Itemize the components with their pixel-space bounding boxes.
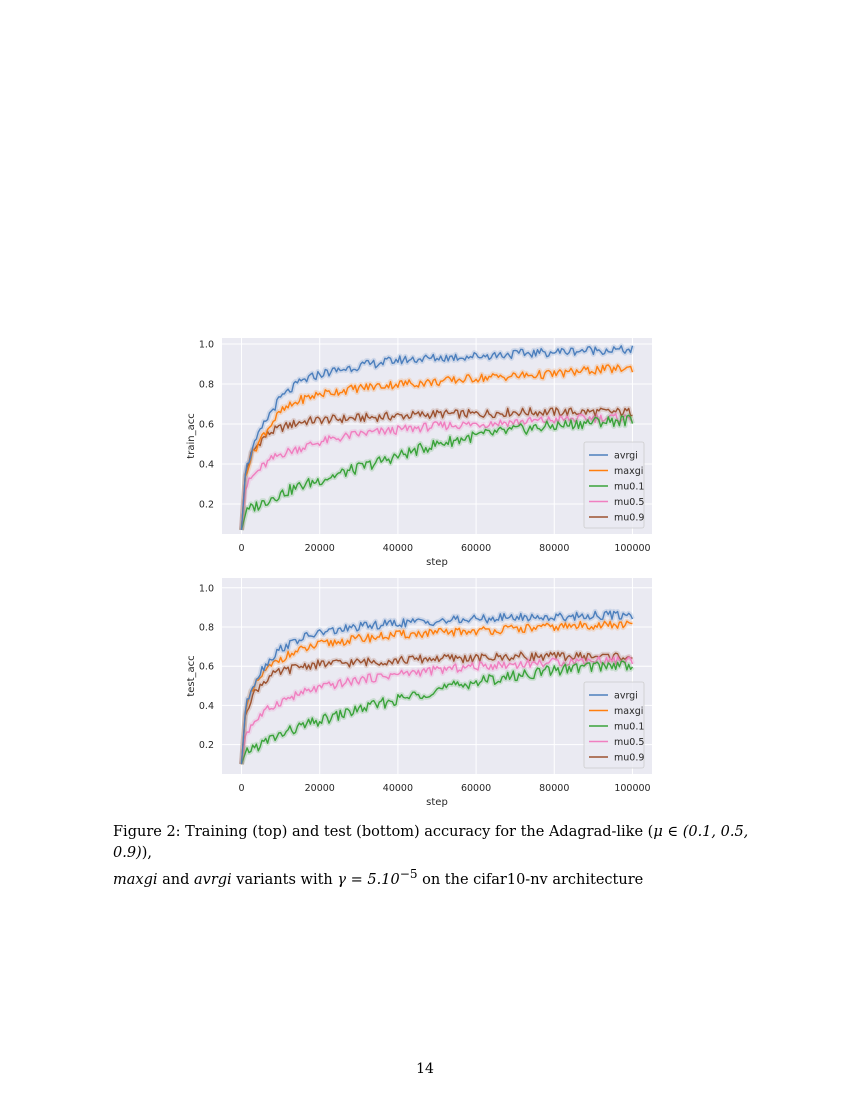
legend-label-mu0.1: mu0.1 <box>614 722 644 733</box>
figure-svg: 0 20000 40000 60000 80000 100000 0.2 0.4 0.6 0.8 1… <box>186 338 652 808</box>
caption-tail: on the cifar10-nv architecture <box>417 871 644 888</box>
plot-area <box>222 578 652 774</box>
x-tick-label: 100000 <box>614 783 650 794</box>
series-line-mu0.1 <box>240 660 634 765</box>
caption-and: and <box>157 871 194 888</box>
x-tick-label: 0 <box>239 783 245 794</box>
y-tick-label: 1.0 <box>199 340 214 351</box>
y-axis-label: train_acc <box>186 413 197 458</box>
legend-label-avrgi: avrgi <box>614 451 638 462</box>
series-line-mu0.5 <box>240 413 633 531</box>
x-tick-label: 60000 <box>461 783 491 794</box>
x-tick-label: 100000 <box>614 543 650 554</box>
legend-label-mu0.9: mu0.9 <box>614 513 644 524</box>
y-axis-label: test_acc <box>186 655 197 696</box>
caption-variants: variants with <box>231 871 338 888</box>
legend-label-mu0.5: mu0.5 <box>614 497 644 508</box>
series-line-maxgi <box>240 364 634 531</box>
legend-label-avrgi: avrgi <box>614 691 638 702</box>
caption-mu-math: μ ∈ (0.1, 0.5, 0.9) <box>113 824 749 861</box>
x-tick-label: 60000 <box>461 543 491 554</box>
y-tick-label: 0.8 <box>199 380 214 391</box>
caption-lead: Figure 2: Training (top) and test (botto… <box>113 824 654 840</box>
y-tick-label: 0.4 <box>199 460 214 471</box>
y-tick-label: 0.6 <box>199 662 214 673</box>
series-line-mu0.5 <box>240 656 634 765</box>
series-line-avrgi <box>240 345 634 531</box>
legend-label-mu0.9: mu0.9 <box>614 753 644 764</box>
x-tick-label: 80000 <box>539 543 569 554</box>
x-axis-label: step <box>426 797 448 808</box>
series-line-mu0.9 <box>240 407 633 531</box>
legend-label-maxgi: maxgi <box>614 466 643 477</box>
y-tick-label: 0.8 <box>199 623 214 634</box>
legend-label-mu0.5: mu0.5 <box>614 737 644 748</box>
y-tick-label: 0.2 <box>199 740 214 751</box>
series-line-mu0.1 <box>240 414 634 531</box>
y-tick-label: 0.6 <box>199 420 214 431</box>
legend: avrgi maxgi mu0.1 mu0.5 mu0.9 <box>583 681 645 769</box>
x-tick-label: 20000 <box>305 783 335 794</box>
x-tick-label: 80000 <box>539 783 569 794</box>
legend-box <box>583 681 645 769</box>
legend-label-mu0.1: mu0.1 <box>614 482 644 493</box>
chart-panel-top: 0 20000 40000 60000 80000 100000 0.2 0.4 0.6 0.8 1… <box>186 338 652 568</box>
legend: avrgi maxgi mu0.1 mu0.5 mu0.9 <box>583 441 645 529</box>
legend-box <box>583 441 645 529</box>
caption-gamma-math: γ = 5.10 <box>337 871 400 888</box>
caption-after-mu: ), <box>141 845 152 861</box>
page-number: 14 <box>416 1061 434 1077</box>
legend-label-maxgi: maxgi <box>614 706 643 717</box>
caption-maxgi: maxgi <box>113 871 158 888</box>
plot-area <box>222 338 652 534</box>
y-tick-label: 0.4 <box>199 701 214 712</box>
x-axis-label: step <box>426 557 448 568</box>
series-line-maxgi <box>240 620 633 765</box>
x-tick-label: 20000 <box>305 543 335 554</box>
figure: 0 20000 40000 60000 80000 100000 0.2 0.4 0.6 0.8 1… <box>186 338 652 808</box>
series-line-avrgi <box>240 610 634 765</box>
series-line-mu0.9 <box>240 651 633 765</box>
x-tick-label: 0 <box>239 543 245 554</box>
y-tick-label: 0.2 <box>199 500 214 511</box>
caption-avrgi: avrgi <box>193 871 232 888</box>
chart-panel-bottom: 0 20000 40000 60000 80000 100000 0.2 0.4 0.6 0.8 1… <box>186 578 652 808</box>
caption-gamma-exponent: −5 <box>399 867 418 881</box>
figure-caption: Figure 2: Training (top) and test (botto… <box>113 822 753 891</box>
x-tick-label: 40000 <box>383 543 413 554</box>
x-tick-label: 40000 <box>383 783 413 794</box>
y-tick-label: 1.0 <box>199 583 214 594</box>
